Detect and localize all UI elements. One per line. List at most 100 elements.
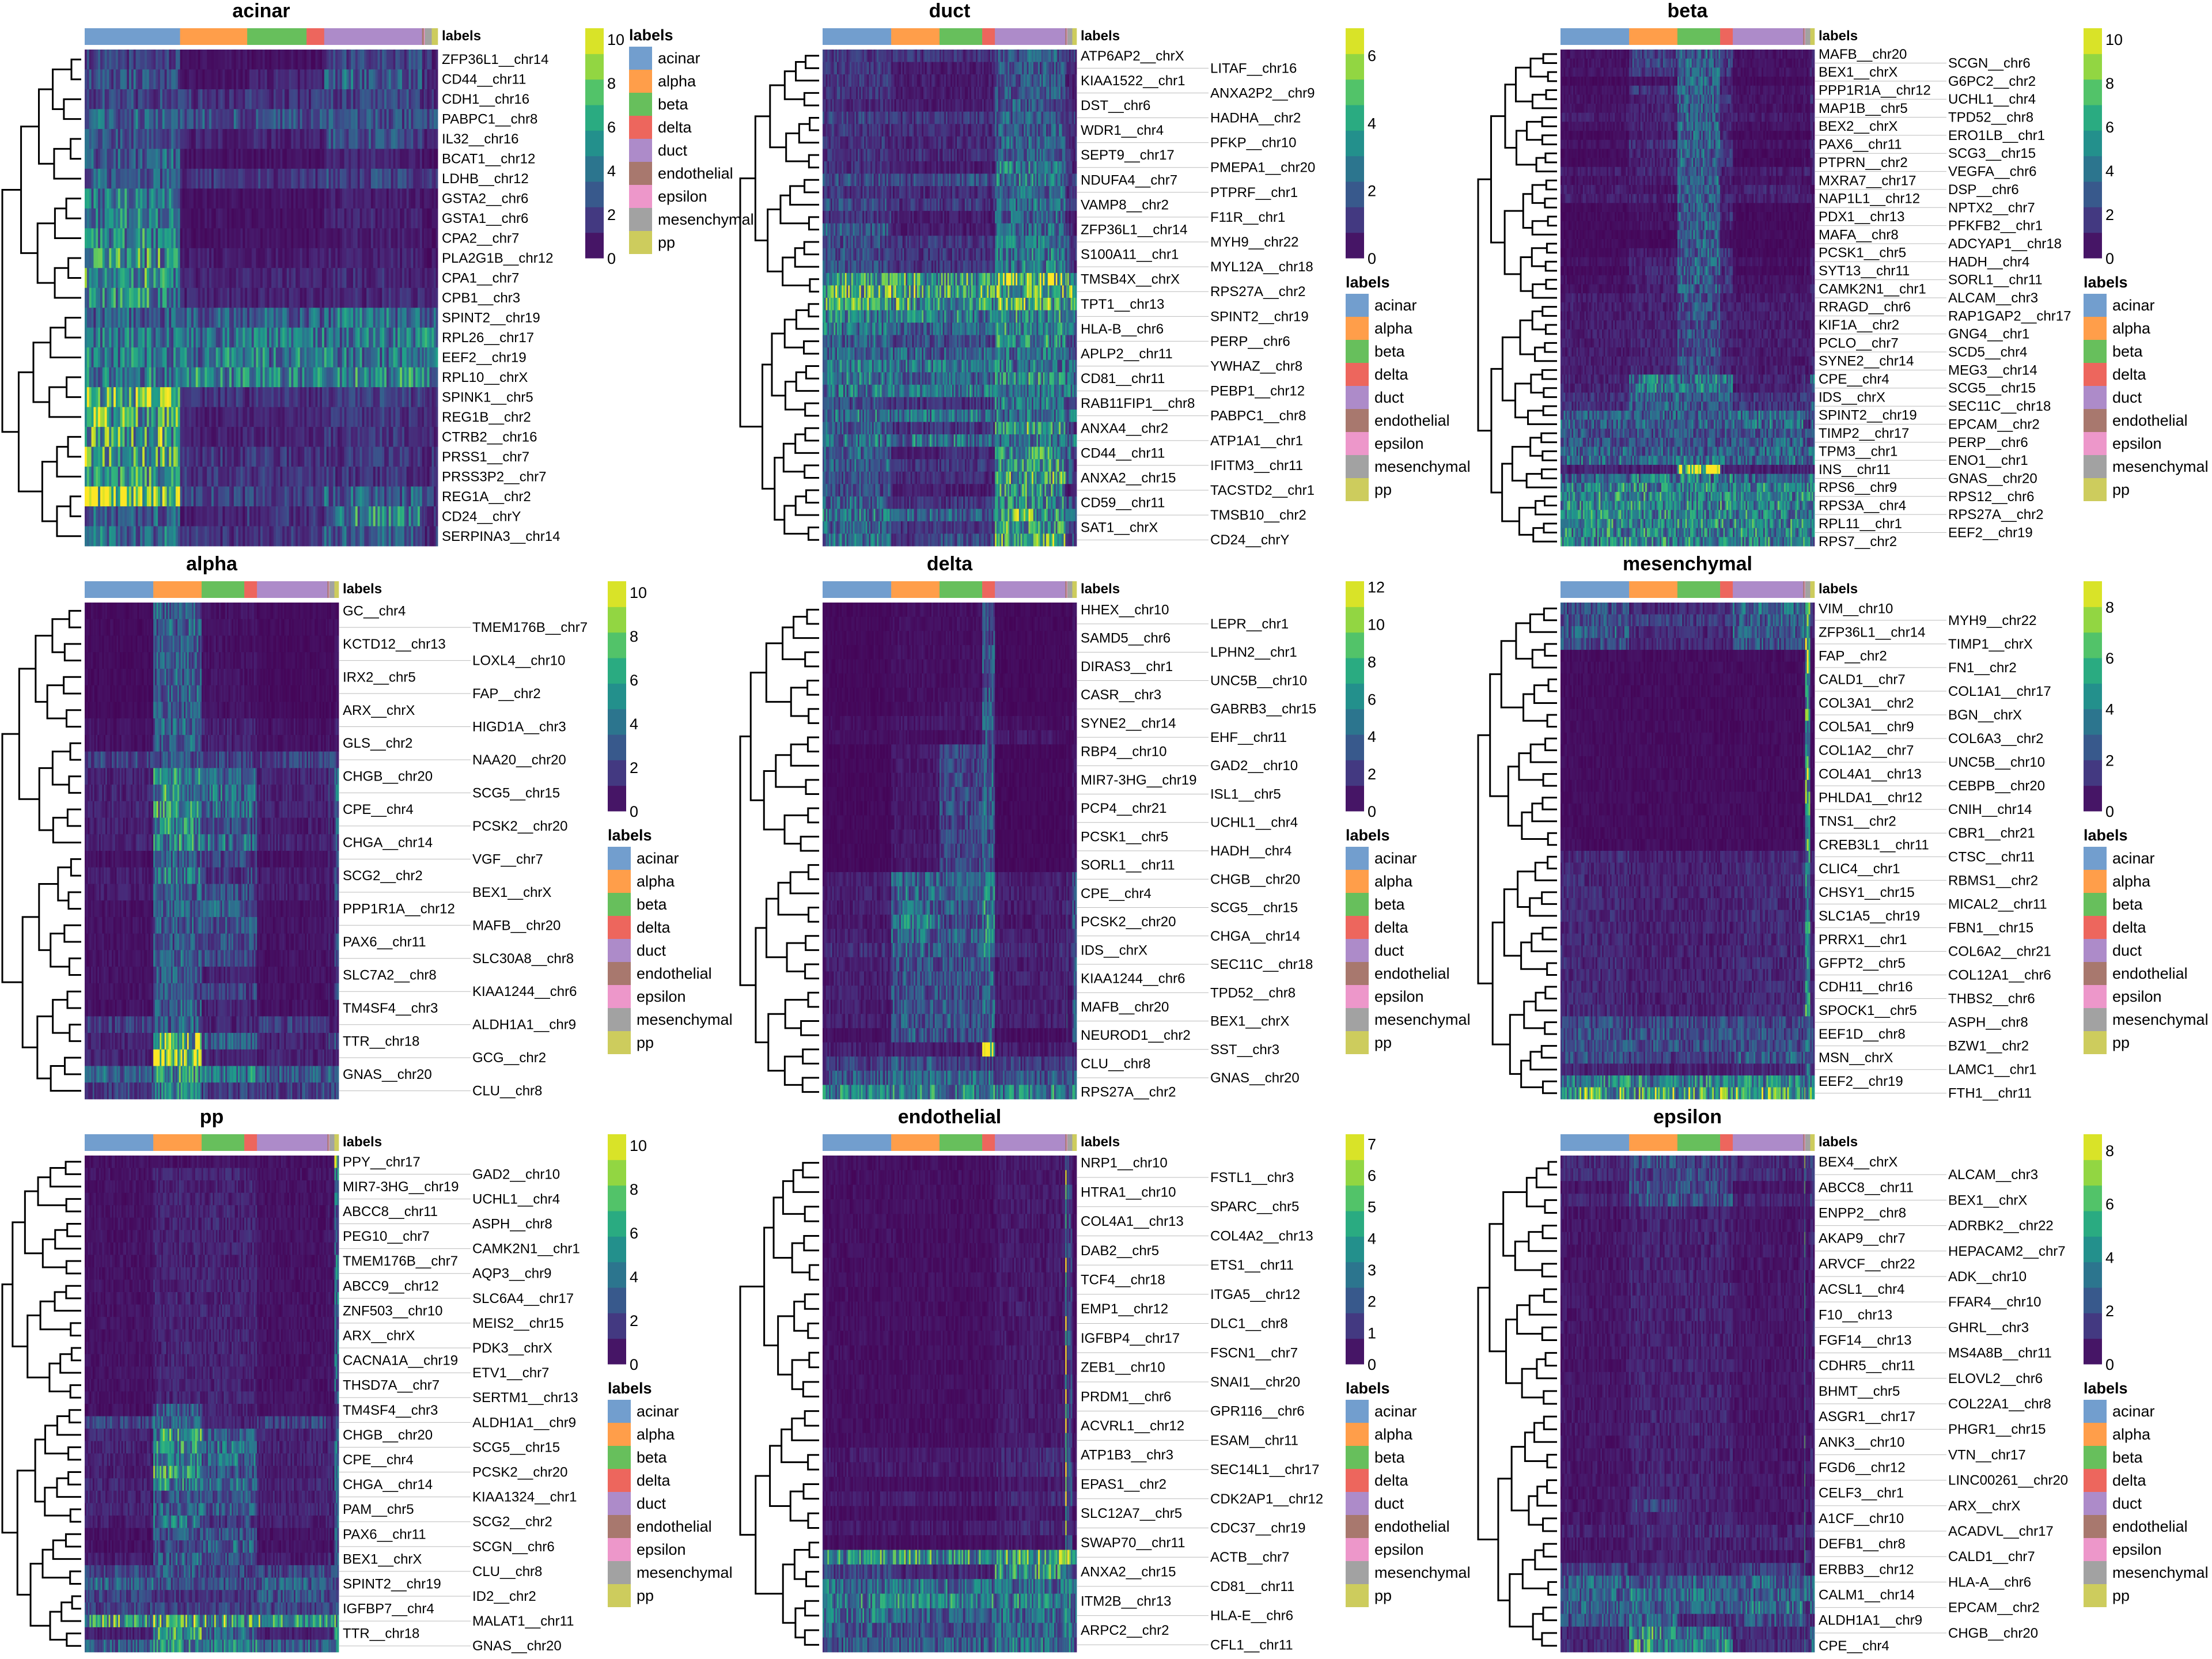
heatmap-cell: [899, 50, 902, 62]
heatmap-cell: [166, 208, 169, 229]
heatmap-cell: [184, 228, 187, 249]
heatmap-cell: [256, 308, 259, 328]
heatmap-cell: [979, 62, 981, 75]
heatmap-cell: [89, 128, 92, 149]
heatmap-cell: [245, 268, 248, 289]
heatmap-cell: [238, 467, 241, 487]
heatmap-cell: [187, 287, 190, 308]
heatmap-cell: [349, 467, 351, 487]
heatmap-cell: [1063, 74, 1066, 88]
heatmap-cell: [359, 407, 362, 427]
heatmap-cell: [380, 248, 382, 268]
heatmap-cell: [86, 208, 90, 229]
heatmap-cell: [195, 69, 199, 90]
heatmap-cell: [146, 387, 150, 408]
heatmap-cell: [328, 407, 331, 427]
heatmap-cell: [324, 208, 327, 229]
heatmap-cell: [162, 367, 165, 388]
heatmap-cell: [164, 407, 167, 427]
heatmap-cell: [262, 128, 266, 149]
heatmap-cell: [175, 128, 179, 149]
heatmap-cell: [344, 367, 347, 388]
heatmap-cell: [308, 327, 312, 348]
heatmap-cell: [158, 486, 161, 507]
heatmap-cell: [922, 99, 924, 112]
heatmap-cell: [238, 526, 241, 547]
heatmap-cell: [107, 149, 109, 169]
heatmap-cell: [207, 506, 210, 527]
heatmap-cell: [129, 188, 132, 209]
heatmap-cell: [999, 50, 1002, 62]
heatmap-cell: [211, 128, 214, 149]
heatmap-cell: [213, 467, 217, 487]
heatmap-cell: [1009, 62, 1012, 75]
heatmap-cell: [284, 149, 287, 169]
heatmap-cell: [138, 287, 141, 308]
heatmap-cell: [156, 248, 158, 268]
heatmap-cell: [842, 99, 844, 112]
heatmap-cell: [881, 62, 884, 75]
heatmap-cell: [886, 86, 888, 100]
heatmap-cell: [366, 407, 369, 427]
heatmap-cell: [160, 208, 163, 229]
heatmap-cell: [908, 62, 911, 75]
heatmap-cell: [359, 467, 362, 487]
heatmap-cell: [934, 62, 937, 75]
heatmap-cell: [220, 168, 223, 189]
heatmap-cell: [930, 99, 932, 112]
heatmap-cell: [990, 50, 993, 62]
heatmap-cell: [936, 86, 938, 100]
heatmap-cell: [133, 467, 136, 487]
heatmap-cell: [393, 526, 396, 547]
heatmap-cell: [991, 86, 994, 100]
heatmap-cell: [351, 367, 354, 388]
heatmap-cell: [269, 506, 272, 527]
heatmap-cell: [880, 74, 882, 88]
heatmap-cell: [391, 446, 393, 467]
heatmap-cell: [411, 287, 414, 308]
heatmap-cell: [366, 50, 369, 70]
heatmap-cell: [169, 50, 172, 70]
heatmap-cell: [149, 149, 151, 169]
heatmap-cell: [164, 427, 167, 447]
heatmap-cell: [207, 367, 210, 388]
heatmap-cell: [408, 109, 411, 130]
heatmap-cell: [189, 506, 192, 527]
heatmap-cell: [249, 268, 252, 289]
heatmap-cell: [111, 50, 114, 70]
heatmap-cell: [434, 427, 436, 447]
heatmap-cell: [227, 506, 230, 527]
heatmap-cell: [142, 268, 145, 289]
heatmap-cell: [149, 188, 151, 209]
heatmap-cell: [300, 407, 302, 427]
heatmap-cell: [339, 367, 343, 388]
heatmap-cell: [93, 327, 96, 348]
heatmap-cell: [291, 446, 294, 467]
heatmap-cell: [113, 486, 116, 507]
heatmap-cell: [151, 347, 154, 368]
heatmap-cell: [912, 99, 914, 112]
heatmap-cell: [93, 149, 96, 169]
heatmap-cell: [362, 407, 365, 427]
heatmap-cell: [278, 327, 281, 348]
heatmap-cell: [236, 308, 238, 328]
heatmap-cell: [388, 506, 392, 527]
heatmap-cell: [955, 74, 957, 88]
heatmap-cell: [260, 89, 263, 109]
heatmap-cell: [417, 128, 421, 149]
heatmap-cell: [853, 99, 855, 112]
heatmap-cell: [304, 168, 307, 189]
heatmap-cell: [129, 228, 132, 249]
heatmap-cell: [386, 327, 389, 348]
heatmap-cell: [892, 74, 895, 88]
heatmap-cell: [1010, 99, 1013, 112]
heatmap-cell: [873, 111, 876, 124]
heatmap-cell: [182, 248, 185, 268]
heatmap-cell: [86, 387, 90, 408]
heatmap-cell: [1001, 99, 1003, 112]
heatmap-cell: [100, 268, 103, 289]
heatmap-cell: [949, 99, 951, 112]
heatmap-cell: [320, 188, 323, 209]
heatmap-cell: [1059, 86, 1061, 100]
heatmap-cell: [278, 347, 281, 368]
